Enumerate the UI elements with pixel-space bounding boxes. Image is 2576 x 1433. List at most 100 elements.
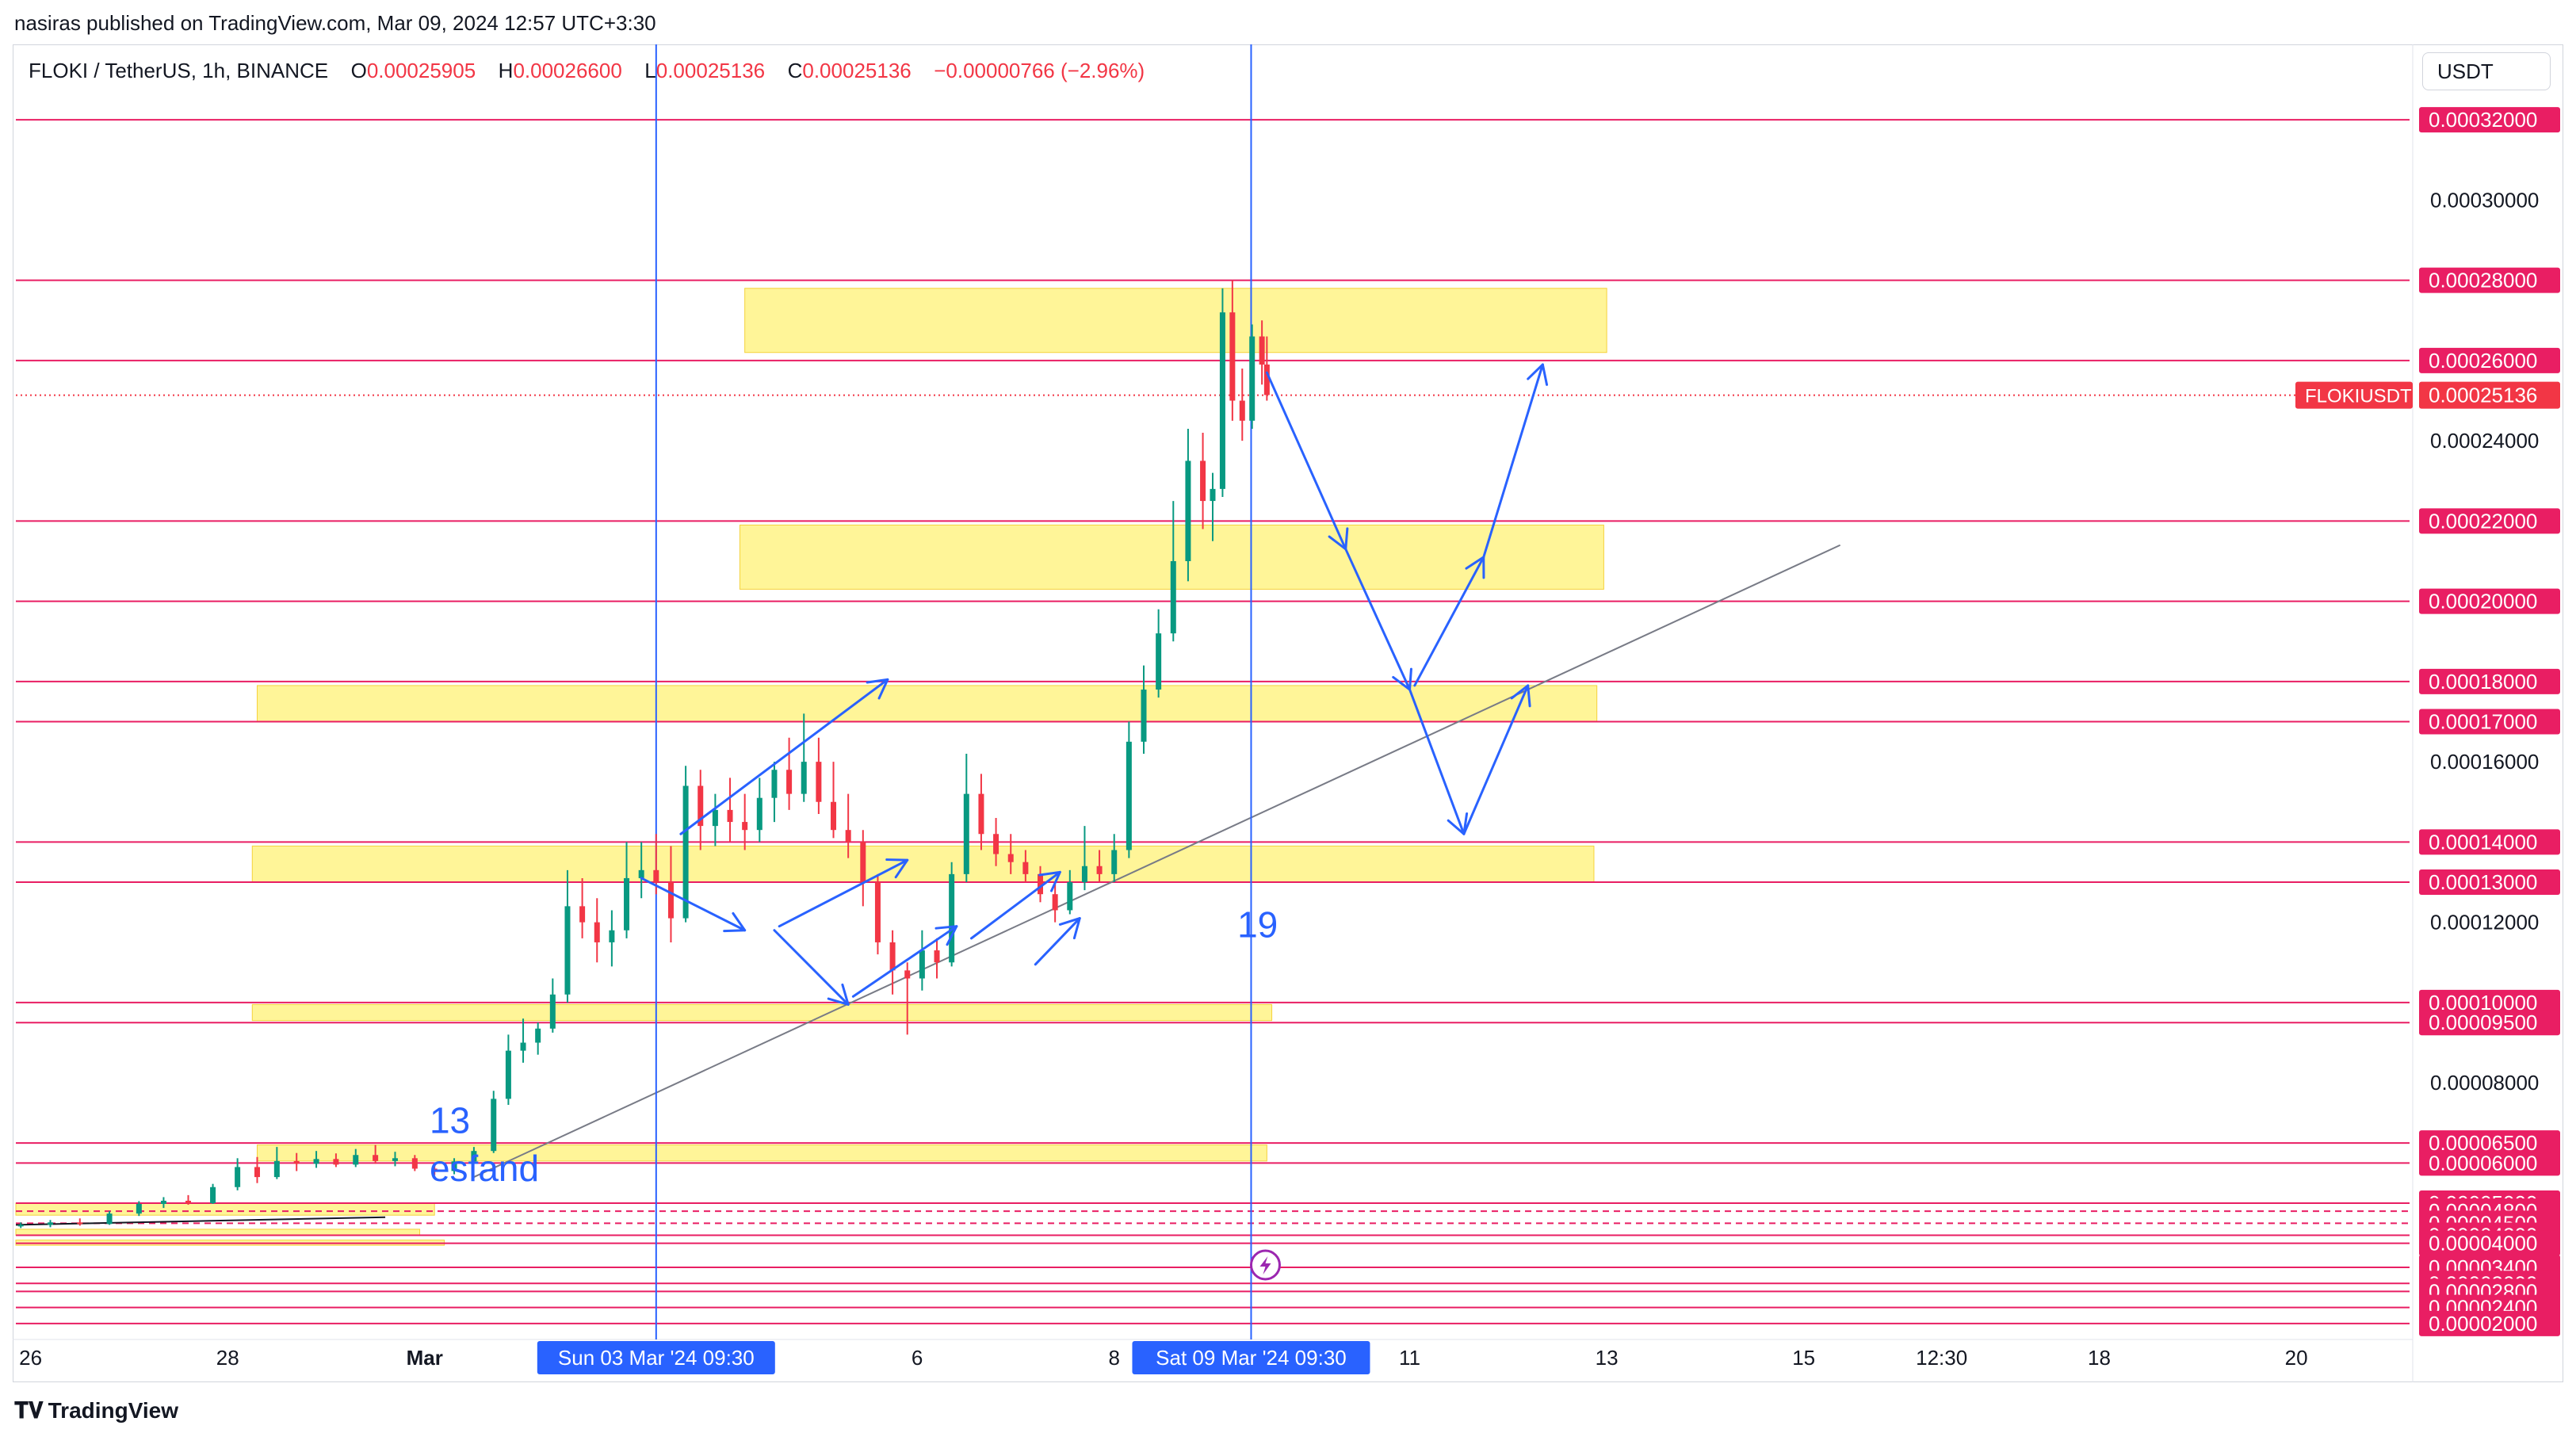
support-resistance-zone[interactable] xyxy=(251,1003,1273,1022)
candle-body xyxy=(1156,633,1162,690)
path-arrow-head xyxy=(934,925,958,946)
candle-body xyxy=(373,1155,379,1161)
current-price-tag xyxy=(2419,381,2560,409)
symbol-price-tag xyxy=(2295,381,2413,409)
price-level-tag xyxy=(2419,267,2560,293)
price-level-tag xyxy=(2419,668,2560,694)
candle-body xyxy=(1096,866,1103,874)
path-arrow[interactable] xyxy=(640,877,747,932)
candle-body xyxy=(1170,561,1176,634)
price-level-tag-label: 0.00026000 xyxy=(2429,349,2537,373)
path-arrow[interactable] xyxy=(773,929,850,1006)
price-level-tag xyxy=(2419,1230,2560,1256)
candle-body xyxy=(411,1158,418,1169)
trend-line[interactable] xyxy=(473,544,1841,1179)
price-axis-label: 0.00016000 xyxy=(2430,750,2539,774)
price-level-tag xyxy=(2419,1310,2560,1336)
candle-body xyxy=(535,1028,541,1043)
candle-body xyxy=(77,1222,83,1225)
legend-high-label: H xyxy=(498,59,514,82)
candle-body xyxy=(1081,866,1087,882)
path-arrow[interactable] xyxy=(778,858,909,928)
projection-arrow-head xyxy=(1510,684,1531,708)
path-arrow[interactable] xyxy=(679,678,889,835)
candle-body xyxy=(431,1168,438,1171)
path-arrow-head xyxy=(723,911,747,933)
candle-body xyxy=(1200,460,1206,502)
candle-body xyxy=(949,873,955,963)
price-axis-label: 0.00024000 xyxy=(2430,429,2539,453)
candle-body xyxy=(904,970,911,979)
time-axis-label: 28 xyxy=(216,1346,239,1370)
candle-body xyxy=(1038,873,1044,895)
projection-arrow[interactable] xyxy=(1265,371,1347,551)
candle-body xyxy=(160,1200,166,1205)
candle-body xyxy=(874,882,881,942)
support-resistance-zone[interactable] xyxy=(256,1144,1267,1162)
support-resistance-zone[interactable] xyxy=(251,845,1595,883)
projection-arrow[interactable] xyxy=(1344,548,1412,691)
support-resistance-zone[interactable] xyxy=(15,1229,421,1236)
tradingview-logo[interactable]: 𝐓𝐕 TradingView xyxy=(14,1398,178,1424)
projection-arrow-head xyxy=(1527,363,1549,386)
chart-annotation[interactable]: 13 xyxy=(430,1099,470,1141)
price-level-tag xyxy=(2419,107,2560,133)
candle-body xyxy=(564,906,571,995)
candle-body xyxy=(353,1155,359,1165)
candle-body xyxy=(934,950,940,963)
candle-body xyxy=(742,822,748,831)
price-level-tag xyxy=(2419,989,2560,1015)
candle-body xyxy=(1259,336,1265,365)
candle-body xyxy=(333,1159,339,1165)
price-level-tag xyxy=(2419,508,2560,534)
time-axis-label: 15 xyxy=(1792,1346,1815,1370)
price-level-tag-label: 0.00018000 xyxy=(2429,670,2537,694)
candle-body xyxy=(1111,850,1118,874)
time-axis-label: 8 xyxy=(1108,1346,1119,1370)
candle-body xyxy=(505,1050,511,1099)
candle-body xyxy=(1229,312,1236,401)
time-axis-label: Mar xyxy=(407,1346,443,1370)
price-level-tag xyxy=(2419,709,2560,735)
candle-body xyxy=(1210,488,1216,502)
path-arrow-head xyxy=(1058,917,1081,940)
chart-annotation[interactable]: 19 xyxy=(1237,904,1278,946)
candle-body xyxy=(1239,400,1245,421)
projection-arrow[interactable] xyxy=(1462,684,1530,835)
candle-body xyxy=(698,785,704,827)
candle-body xyxy=(254,1167,260,1178)
support-resistance-zone[interactable] xyxy=(256,685,1598,722)
candle-body xyxy=(963,793,969,874)
path-arrow[interactable] xyxy=(1034,917,1081,966)
support-resistance-zone[interactable] xyxy=(15,1202,435,1216)
date-marker-pill xyxy=(1132,1341,1370,1374)
candle-body xyxy=(993,834,999,854)
time-axis-label: 6 xyxy=(912,1346,923,1370)
time-axis-label: 18 xyxy=(2088,1346,2111,1370)
candle-body xyxy=(816,762,822,802)
candle-body xyxy=(273,1160,280,1178)
currency-button[interactable]: USDT xyxy=(2422,52,2551,90)
time-axis-label: 12:30 xyxy=(1916,1346,1967,1370)
candle-body xyxy=(17,1225,24,1227)
projection-arrow[interactable] xyxy=(1408,688,1466,835)
candle-body xyxy=(756,797,762,831)
support-resistance-zone[interactable] xyxy=(744,288,1607,353)
candle-body xyxy=(845,830,851,843)
candle-body xyxy=(771,770,778,798)
symbol-price-tag-label: FLOKIUSDT xyxy=(2305,386,2412,407)
path-arrow[interactable] xyxy=(851,925,958,998)
candle-body xyxy=(624,877,630,930)
price-axis-label: 0.00012000 xyxy=(2430,911,2539,934)
chart-annotation[interactable]: esfand xyxy=(430,1148,539,1189)
candle-body xyxy=(1219,312,1225,489)
projection-arrow[interactable] xyxy=(1413,556,1485,687)
projection-arrow[interactable] xyxy=(1482,363,1544,559)
path-arrow[interactable] xyxy=(970,870,1061,940)
legend-close-label: C xyxy=(787,59,803,82)
legend-symbol[interactable]: FLOKI / TetherUS, 1h, BINANCE xyxy=(29,59,329,82)
candle-body xyxy=(392,1158,398,1161)
date-marker-pill xyxy=(537,1341,775,1374)
candle-body xyxy=(1067,882,1073,911)
